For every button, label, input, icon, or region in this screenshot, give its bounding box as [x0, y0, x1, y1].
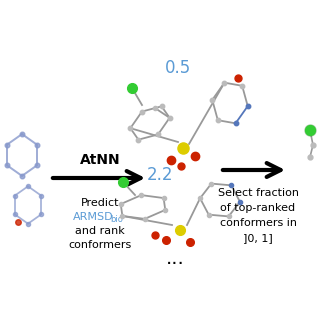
Text: ARMSD: ARMSD	[73, 212, 113, 222]
Text: ...: ...	[166, 249, 184, 268]
Text: Predict: Predict	[81, 198, 119, 208]
Text: 0.5: 0.5	[165, 59, 191, 77]
Text: ]0, 1]: ]0, 1]	[243, 233, 273, 243]
Text: Select fraction: Select fraction	[218, 188, 299, 198]
Text: of top-ranked: of top-ranked	[220, 203, 296, 213]
Text: conformers in: conformers in	[220, 218, 297, 228]
Text: 2.2: 2.2	[147, 166, 173, 184]
Text: and rank: and rank	[75, 226, 125, 236]
Text: AtNN: AtNN	[80, 153, 120, 167]
Text: bio: bio	[111, 215, 124, 224]
Text: conformers: conformers	[68, 240, 132, 250]
